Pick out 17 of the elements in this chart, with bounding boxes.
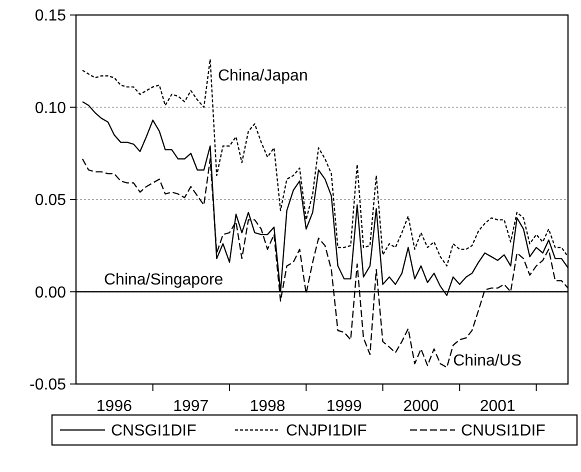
y-tick-label: -0.05 bbox=[30, 376, 66, 394]
legend-label: CNUSI1DIF bbox=[461, 422, 546, 440]
annotation: China/Japan bbox=[218, 68, 308, 85]
x-tick-label: 1996 bbox=[96, 398, 132, 415]
legend-label: CNJPI1DIF bbox=[286, 422, 368, 440]
y-tick-label: 0.00 bbox=[34, 284, 66, 302]
annotation: China/Singapore bbox=[104, 272, 224, 289]
x-tick-label: 1998 bbox=[250, 398, 286, 415]
y-tick-label: 0.05 bbox=[34, 192, 66, 210]
x-tick-label: 1997 bbox=[173, 398, 209, 415]
x-tick-label: 2000 bbox=[403, 398, 439, 415]
legend-label: CNSGI1DIF bbox=[111, 422, 197, 440]
x-tick-label: 2001 bbox=[480, 398, 516, 415]
y-tick-label: 0.10 bbox=[34, 100, 66, 117]
x-tick-label: 1999 bbox=[326, 398, 362, 415]
annotation: China/US bbox=[453, 352, 522, 370]
y-tick-label: 0.15 bbox=[34, 8, 66, 25]
